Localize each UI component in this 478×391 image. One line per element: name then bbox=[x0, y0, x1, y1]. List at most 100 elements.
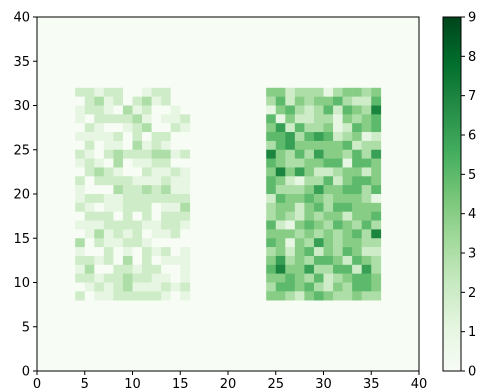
heatmap-cell bbox=[142, 105, 152, 115]
heatmap-cell bbox=[113, 282, 124, 292]
heatmap-cell bbox=[103, 194, 114, 204]
heatmap-cell bbox=[352, 238, 362, 248]
heatmap-cell bbox=[103, 220, 114, 230]
heatmap-cell bbox=[142, 140, 152, 151]
heatmap-cell bbox=[371, 96, 382, 106]
heatmap-cell bbox=[84, 247, 95, 257]
heatmap-cell bbox=[122, 87, 133, 97]
heatmap-cell bbox=[266, 123, 277, 133]
heatmap-cell bbox=[84, 149, 95, 159]
heatmap-cell bbox=[294, 149, 305, 159]
heatmap-cell bbox=[361, 185, 372, 195]
heatmap-cell bbox=[266, 273, 277, 283]
heatmap-cell bbox=[113, 264, 124, 274]
heatmap-cell bbox=[142, 255, 152, 266]
heatmap-cell bbox=[285, 96, 296, 106]
heatmap-cell bbox=[113, 229, 124, 239]
heatmap-cell bbox=[333, 176, 343, 186]
heatmap-cell bbox=[94, 167, 105, 177]
heatmap-cell bbox=[323, 211, 334, 221]
colorbar-tick-label: 0 bbox=[468, 365, 476, 380]
heatmap-cell bbox=[75, 211, 86, 221]
heatmap-cell bbox=[170, 282, 181, 292]
heatmap-cell bbox=[266, 229, 277, 239]
heatmap-cell bbox=[132, 114, 143, 124]
heatmap-cell bbox=[94, 87, 105, 97]
heatmap-cell bbox=[103, 167, 114, 177]
heatmap-cell bbox=[142, 238, 152, 248]
heatmap-cell bbox=[122, 114, 133, 124]
heatmap-cell bbox=[294, 87, 305, 97]
heatmap-cell bbox=[122, 202, 133, 212]
heatmap-cell bbox=[361, 140, 372, 151]
heatmap-cell bbox=[333, 238, 343, 248]
heatmap-cell bbox=[304, 229, 315, 239]
heatmap-cell bbox=[285, 282, 296, 292]
heatmap-cell bbox=[151, 105, 162, 115]
heatmap-cell bbox=[313, 140, 324, 151]
heatmap-cell bbox=[113, 238, 124, 248]
heatmap-cell bbox=[94, 291, 105, 301]
heatmap-cell bbox=[161, 123, 171, 133]
heatmap-cell bbox=[180, 123, 191, 133]
heatmap-cell bbox=[333, 273, 343, 283]
heatmap-cell bbox=[275, 87, 286, 97]
heatmap-cell bbox=[285, 132, 296, 142]
heatmap-cell bbox=[170, 229, 181, 239]
heatmap-cell bbox=[352, 87, 362, 97]
heatmap-cell bbox=[304, 291, 315, 301]
heatmap-cell bbox=[275, 176, 286, 186]
heatmap-cell bbox=[180, 229, 191, 239]
heatmap-cell bbox=[84, 185, 95, 195]
heatmap-cell bbox=[371, 132, 382, 142]
heatmap-cell bbox=[275, 132, 286, 142]
heatmap-cell bbox=[313, 96, 324, 106]
heatmap-cell bbox=[113, 158, 124, 168]
heatmap-cell bbox=[294, 114, 305, 124]
heatmap-cell bbox=[294, 194, 305, 204]
heatmap-cell bbox=[122, 282, 133, 292]
heatmap-cell bbox=[180, 220, 191, 230]
heatmap-cell bbox=[75, 176, 86, 186]
heatmap-cell bbox=[103, 282, 114, 292]
heatmap-cell bbox=[161, 132, 171, 142]
heatmap-cell bbox=[161, 220, 171, 230]
heatmap-cell bbox=[304, 167, 315, 177]
heatmap-cell bbox=[132, 247, 143, 257]
heatmap-cell bbox=[275, 167, 286, 177]
heatmap-cell bbox=[266, 220, 277, 230]
heatmap-cell bbox=[170, 105, 181, 115]
heatmap-cell bbox=[75, 238, 86, 248]
heatmap-cell bbox=[342, 220, 353, 230]
heatmap-cell bbox=[371, 202, 382, 212]
heatmap-cell bbox=[342, 149, 353, 159]
heatmap-cell bbox=[161, 291, 171, 301]
heatmap-cell bbox=[161, 229, 171, 239]
heatmap-cell bbox=[313, 247, 324, 257]
heatmap-cell bbox=[313, 202, 324, 212]
heatmap-cell bbox=[161, 149, 171, 159]
heatmap-cell bbox=[151, 255, 162, 266]
heatmap-cell bbox=[266, 176, 277, 186]
heatmap-cell bbox=[371, 194, 382, 204]
heatmap-cell bbox=[342, 211, 353, 221]
heatmap-cell bbox=[103, 105, 114, 115]
heatmap-cell bbox=[180, 96, 191, 106]
heatmap-cell bbox=[285, 185, 296, 195]
heatmap-cell bbox=[142, 291, 152, 301]
heatmap-cell bbox=[323, 185, 334, 195]
heatmap-cell bbox=[180, 273, 191, 283]
heatmap-cell bbox=[151, 229, 162, 239]
heatmap-cell bbox=[323, 140, 334, 151]
heatmap-cell bbox=[132, 273, 143, 283]
heatmap-cell bbox=[352, 264, 362, 274]
x-tick-label: 15 bbox=[172, 377, 189, 391]
heatmap-cell bbox=[342, 194, 353, 204]
heatmap-cell bbox=[113, 105, 124, 115]
heatmap-cell bbox=[323, 264, 334, 274]
heatmap-cell bbox=[161, 211, 171, 221]
heatmap-cell bbox=[122, 220, 133, 230]
heatmap-cell bbox=[84, 194, 95, 204]
heatmap-cell bbox=[84, 264, 95, 274]
heatmap-cell bbox=[342, 185, 353, 195]
